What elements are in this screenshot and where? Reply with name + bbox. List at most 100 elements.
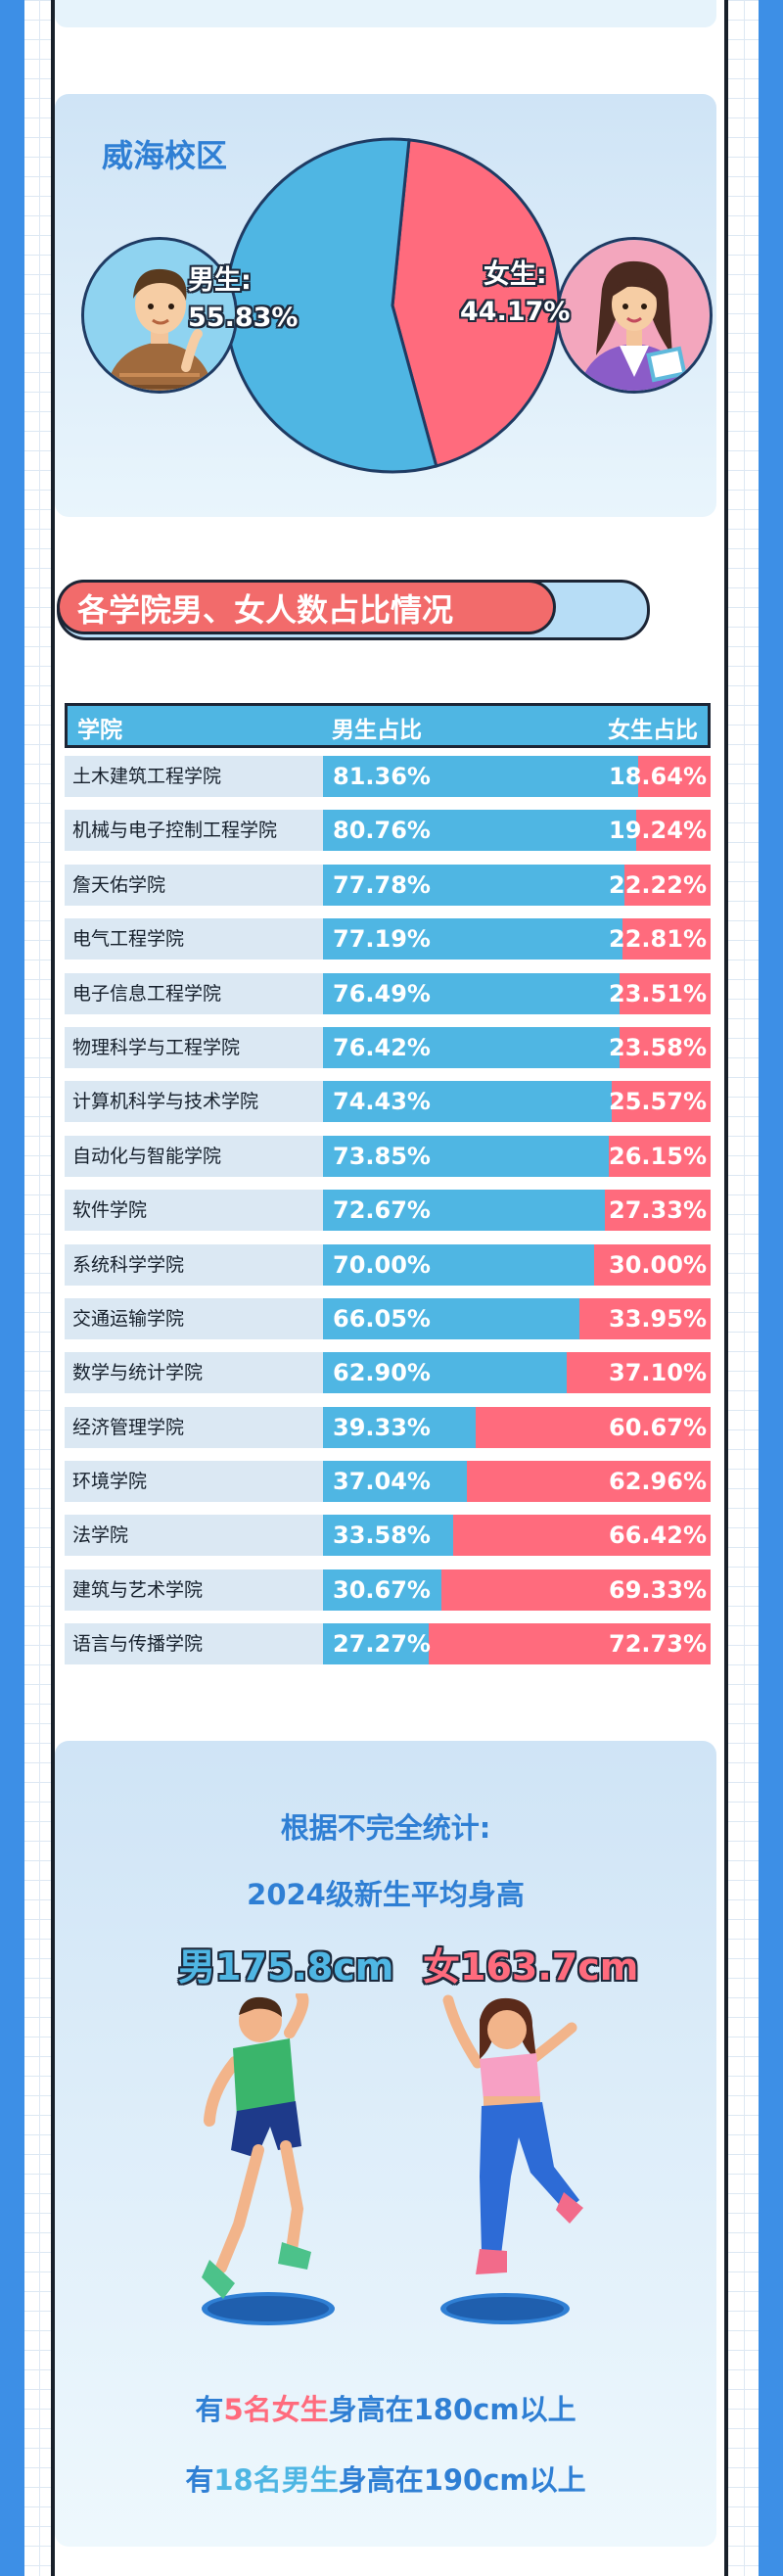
male-ratio-value: 73.85% (333, 1142, 431, 1170)
male-ratio-fill (323, 1081, 612, 1123)
male-ratio-value: 77.19% (333, 925, 431, 954)
ratio-bar: 70.00% 30.00% (323, 1243, 711, 1286)
height-panel: 根据不完全统计: 2024级新生平均身高 男175.8cm 女163.7cm 有… (55, 1741, 716, 2547)
college-name: 电子信息工程学院 (65, 972, 323, 1014)
female-ratio-value: 23.51% (609, 979, 707, 1007)
male-avg-height: 男175.8cm (178, 1945, 394, 1989)
college-ratio-table: 学院 男生占比 女生占比 土木建筑工程学院 81.36% 18.64% 机械与电子控制… (65, 703, 711, 1665)
table-row: 电气工程学院 77.19% 22.81% (65, 918, 711, 960)
male-ratio-value: 66.05% (333, 1304, 431, 1333)
college-name: 系统科学学院 (65, 1243, 323, 1286)
male-ratio-fill (323, 864, 624, 906)
ratio-bar: 39.33% 60.67% (323, 1406, 711, 1448)
female-ratio-value: 60.67% (609, 1413, 707, 1441)
male-ratio-value: 76.49% (333, 979, 431, 1007)
ratio-bar: 81.36% 18.64% (323, 756, 711, 797)
table-row: 软件学院 72.67% 27.33% (65, 1190, 711, 1232)
table-row: 建筑与艺术学院 30.67% 69.33% (65, 1569, 711, 1611)
table-row: 语言与传播学院 27.27% 72.73% (65, 1623, 711, 1665)
female-pie-slice (391, 138, 561, 468)
table-row: 法学院 33.58% 66.42% (65, 1515, 711, 1557)
table-row: 经济管理学院 39.33% 60.67% (65, 1406, 711, 1448)
female-ratio-value: 26.15% (609, 1142, 707, 1170)
stat2-pre: 有 (185, 2463, 214, 2497)
ratio-bar: 30.67% 69.33% (323, 1569, 711, 1611)
college-name: 交通运输学院 (65, 1297, 323, 1339)
jumping-boy-icon (202, 1993, 335, 2325)
college-name: 土木建筑工程学院 (65, 756, 323, 797)
gender-pie-chart (224, 137, 561, 474)
college-name: 语言与传播学院 (65, 1623, 323, 1665)
college-name: 电气工程学院 (65, 918, 323, 960)
ratio-bar: 66.05% 33.95% (323, 1297, 711, 1339)
male-ratio-fill (323, 1297, 579, 1339)
table-row: 机械与电子控制工程学院 80.76% 19.24% (65, 810, 711, 852)
table-row: 物理科学与工程学院 76.42% 23.58% (65, 1026, 711, 1068)
right-side-bar (759, 0, 783, 2576)
college-name: 自动化与智能学院 (65, 1135, 323, 1177)
female-avg-height: 女163.7cm (423, 1945, 639, 1989)
ratio-bar: 77.78% 22.22% (323, 864, 711, 906)
college-name: 机械与电子控制工程学院 (65, 810, 323, 852)
male-ratio-fill (323, 1190, 605, 1232)
male-pct-text: 55.83% (188, 303, 299, 333)
male-ratio-fill (323, 972, 620, 1014)
male-ratio-fill (323, 756, 639, 797)
female-label-text: 女生: (483, 259, 547, 290)
female-ratio-value: 37.10% (609, 1359, 707, 1387)
female-ratio-value: 19.24% (609, 817, 707, 845)
female-pct-text: 44.17% (460, 297, 571, 327)
male-ratio-value: 81.36% (333, 763, 431, 790)
male-ratio-fill (323, 918, 622, 960)
stats-intro: 根据不完全统计: (280, 1811, 491, 1845)
college-name: 计算机科学与技术学院 (65, 1081, 323, 1123)
female-ratio-value: 30.00% (609, 1250, 707, 1279)
male-avatar-icon (81, 237, 238, 394)
male-ratio-value: 72.67% (333, 1196, 431, 1225)
male-ratio-value: 33.58% (333, 1522, 431, 1550)
female-ratio-value: 27.33% (609, 1196, 707, 1225)
college-name: 数学与统计学院 (65, 1352, 323, 1394)
female-ratio-value: 18.64% (609, 763, 707, 790)
female-pie-label: 女生: 44.17% (460, 257, 570, 331)
table-row: 土木建筑工程学院 81.36% 18.64% (65, 756, 711, 797)
table-row: 自动化与智能学院 73.85% 26.15% (65, 1135, 711, 1177)
female-ratio-value: 23.58% (609, 1033, 707, 1061)
ratio-bar: 74.43% 25.57% (323, 1081, 711, 1123)
male-ratio-fill (323, 1406, 476, 1448)
male-ratio-value: 77.78% (333, 870, 431, 899)
male-ratio-fill (323, 1026, 620, 1068)
ratio-bar: 62.90% 37.10% (323, 1352, 711, 1394)
previous-panel-bottom (55, 0, 716, 27)
table-row: 数学与统计学院 62.90% 37.10% (65, 1352, 711, 1394)
ratio-bar: 72.67% 27.33% (323, 1190, 711, 1232)
college-name: 经济管理学院 (65, 1406, 323, 1448)
male-ratio-fill (323, 1352, 568, 1394)
male-ratio-fill (323, 1569, 442, 1611)
table-row: 环境学院 37.04% 62.96% (65, 1461, 711, 1503)
female-tall-stat: 有5名女生身高在180cm以上 (55, 2387, 716, 2428)
male-ratio-value: 27.27% (333, 1630, 431, 1659)
male-ratio-value: 30.67% (333, 1575, 431, 1604)
college-name: 环境学院 (65, 1461, 323, 1503)
header-male-ratio: 男生占比 (332, 718, 422, 743)
ratio-bar: 76.49% 23.51% (323, 972, 711, 1014)
male-ratio-value: 39.33% (333, 1413, 431, 1441)
table-row: 交通运输学院 66.05% 33.95% (65, 1297, 711, 1339)
table-row: 计算机科学与技术学院 74.43% 25.57% (65, 1081, 711, 1123)
male-tall-stat: 有18名男生身高在190cm以上 (55, 2458, 716, 2499)
left-side-bar (0, 0, 24, 2576)
male-ratio-fill (323, 810, 636, 852)
table-row: 系统科学学院 70.00% 30.00% (65, 1243, 711, 1286)
female-ratio-value: 72.73% (609, 1630, 707, 1659)
section-title-banner: 各学院男、女人数占比情况 (57, 580, 650, 640)
female-ratio-value: 22.22% (609, 870, 707, 899)
male-ratio-fill (323, 1515, 453, 1557)
ratio-bar: 33.58% 66.42% (323, 1515, 711, 1557)
college-name: 法学院 (65, 1515, 323, 1557)
male-ratio-value: 70.00% (333, 1250, 431, 1279)
female-ratio-value: 33.95% (609, 1304, 707, 1333)
college-name: 詹天佑学院 (65, 864, 323, 906)
college-name: 物理科学与工程学院 (65, 1026, 323, 1068)
weihai-campus-panel: 威海校区 (55, 94, 716, 517)
